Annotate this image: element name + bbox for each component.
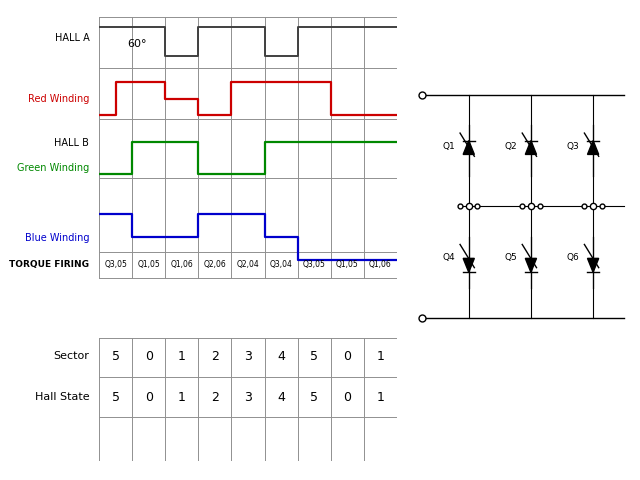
Polygon shape <box>525 141 536 155</box>
Text: 1: 1 <box>178 391 186 404</box>
Polygon shape <box>525 258 536 272</box>
Text: 5: 5 <box>310 350 318 363</box>
Polygon shape <box>588 141 598 155</box>
Text: Q3: Q3 <box>566 142 579 151</box>
Text: 1: 1 <box>376 350 384 363</box>
Text: 0: 0 <box>145 350 153 363</box>
Text: Hall State: Hall State <box>35 392 90 402</box>
Text: Q2,04: Q2,04 <box>237 260 259 269</box>
Text: Green Winding: Green Winding <box>17 163 90 172</box>
Text: HALL A: HALL A <box>54 33 90 43</box>
Text: 2: 2 <box>211 350 219 363</box>
Text: Sector: Sector <box>53 351 90 361</box>
Text: 3: 3 <box>244 391 252 404</box>
Text: Red Winding: Red Winding <box>28 94 90 104</box>
Text: 1: 1 <box>178 350 186 363</box>
Text: Q2: Q2 <box>504 142 517 151</box>
Text: 0: 0 <box>343 350 351 363</box>
Polygon shape <box>588 258 598 272</box>
Text: Q3,05: Q3,05 <box>104 260 127 269</box>
Text: Q1,05: Q1,05 <box>138 260 160 269</box>
Text: Q3,05: Q3,05 <box>303 260 326 269</box>
Text: HALL B: HALL B <box>54 138 90 148</box>
Text: Q1: Q1 <box>442 142 455 151</box>
Text: 5: 5 <box>310 391 318 404</box>
Text: 5: 5 <box>112 391 120 404</box>
Text: 1: 1 <box>376 391 384 404</box>
Text: Q1,06: Q1,06 <box>170 260 193 269</box>
Polygon shape <box>463 141 474 155</box>
Text: Q4: Q4 <box>442 253 455 262</box>
Text: TORQUE FIRING: TORQUE FIRING <box>10 260 90 269</box>
Polygon shape <box>463 258 474 272</box>
Text: 5: 5 <box>112 350 120 363</box>
Text: Q3,04: Q3,04 <box>269 260 292 269</box>
Text: Blue Winding: Blue Winding <box>25 233 90 243</box>
Text: 60°: 60° <box>127 39 147 49</box>
Text: 0: 0 <box>343 391 351 404</box>
Text: 4: 4 <box>277 391 285 404</box>
Text: Q6: Q6 <box>566 253 579 262</box>
Text: Q2,06: Q2,06 <box>204 260 227 269</box>
Text: 0: 0 <box>145 391 153 404</box>
Text: 4: 4 <box>277 350 285 363</box>
Text: 2: 2 <box>211 391 219 404</box>
Text: Q1,06: Q1,06 <box>369 260 392 269</box>
Text: Q1,05: Q1,05 <box>336 260 358 269</box>
Text: Q5: Q5 <box>504 253 517 262</box>
Text: 3: 3 <box>244 350 252 363</box>
